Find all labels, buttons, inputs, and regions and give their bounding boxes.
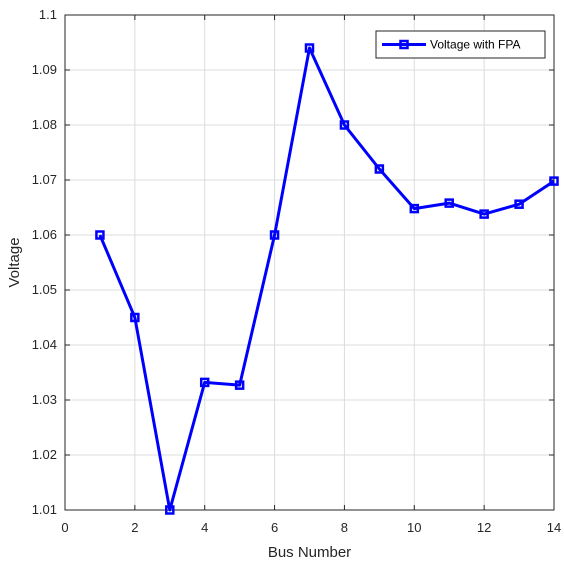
series-group <box>95 43 559 515</box>
y-tick-label: 1.09 <box>32 62 57 77</box>
x-tick-label: 2 <box>131 520 138 535</box>
y-tick-label: 1.07 <box>32 172 57 187</box>
y-tick-label: 1.02 <box>32 447 57 462</box>
plot-frame <box>64 14 555 511</box>
data-point <box>269 230 280 240</box>
data-point <box>199 377 210 388</box>
data-point <box>409 203 420 214</box>
data-point <box>374 164 385 174</box>
y-tick-label: 1.05 <box>32 282 57 297</box>
y-tick-label: 1.04 <box>32 337 57 352</box>
y-axis-ticks: 1.01 1.02 1.03 1.04 1.05 1.06 1.07 1.08 1.09 1.1 <box>32 7 554 517</box>
legend: Voltage with FPA <box>375 30 546 59</box>
x-tick-label: 6 <box>271 520 278 535</box>
y-axis-label: Voltage <box>6 237 23 287</box>
data-point <box>479 209 489 219</box>
data-point <box>234 380 245 390</box>
data-point <box>444 198 454 208</box>
legend-marker-sample <box>399 39 409 50</box>
y-tick-label: 1.06 <box>32 227 57 242</box>
x-tick-label: 8 <box>341 520 348 535</box>
x-axis-label: Bus Number <box>268 544 351 561</box>
x-tick-label: 10 <box>407 520 421 535</box>
data-point <box>165 505 175 515</box>
y-tick-label: 1.01 <box>32 502 57 517</box>
x-tick-label: 4 <box>201 520 208 535</box>
legend-entry-label: Voltage with FPA <box>430 38 521 52</box>
data-point <box>549 176 559 186</box>
plot-area <box>65 15 554 510</box>
data-point <box>130 312 140 323</box>
data-point <box>339 120 350 130</box>
x-axis-ticks: 0 2 4 6 8 10 12 14 <box>61 15 561 535</box>
data-point <box>514 199 524 209</box>
x-tick-label: 14 <box>547 520 561 535</box>
y-tick-label: 1.08 <box>32 117 57 132</box>
data-point <box>95 230 105 240</box>
y-tick-label: 1.03 <box>32 392 57 407</box>
y-tick-label: 1.1 <box>39 7 57 22</box>
data-point <box>304 43 315 53</box>
x-tick-label: 0 <box>61 520 68 535</box>
series-line <box>98 46 555 512</box>
x-tick-label: 12 <box>477 520 491 535</box>
